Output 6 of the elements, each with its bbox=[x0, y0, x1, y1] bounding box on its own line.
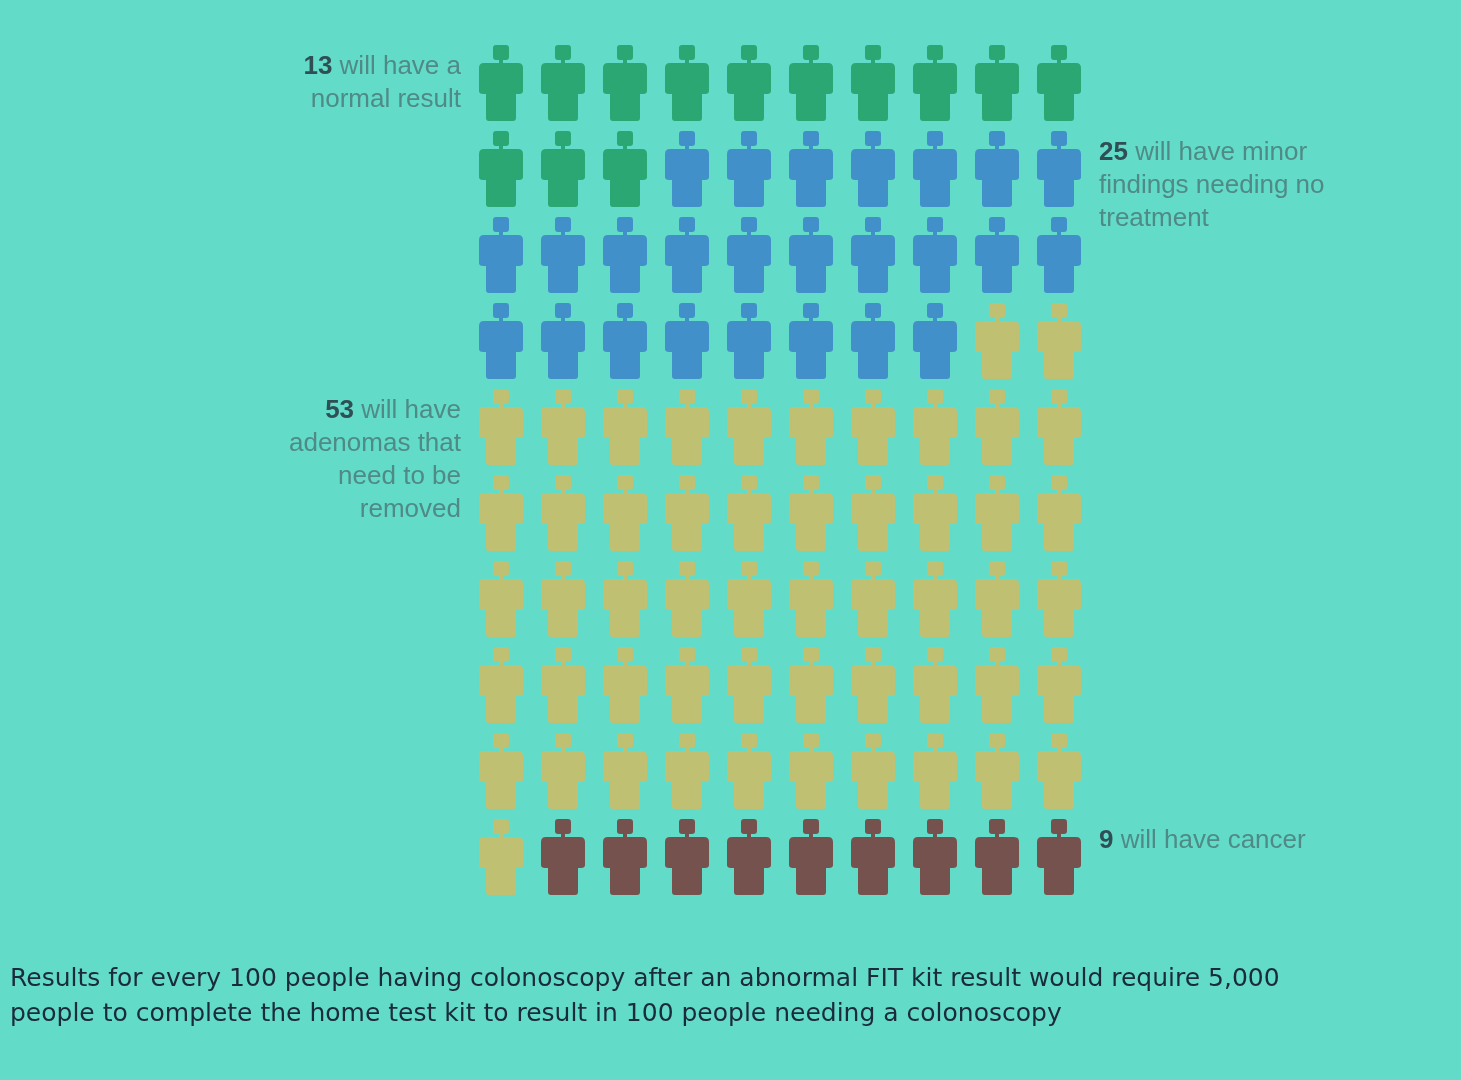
text: Results for every 100 people having colonoscopy after an abnormal FIT kit result would require 5,000 people to complete the home test kit to result in 100 people needing a colonoscopy bbox=[10, 962, 1281, 1029]
category-label: will have cancer bbox=[1120, 824, 1306, 854]
data-label: 9 bbox=[1099, 824, 1114, 854]
data-label: 25 bbox=[1099, 136, 1128, 166]
data-label: 53 bbox=[325, 394, 355, 424]
data-label: 13 bbox=[303, 50, 333, 80]
